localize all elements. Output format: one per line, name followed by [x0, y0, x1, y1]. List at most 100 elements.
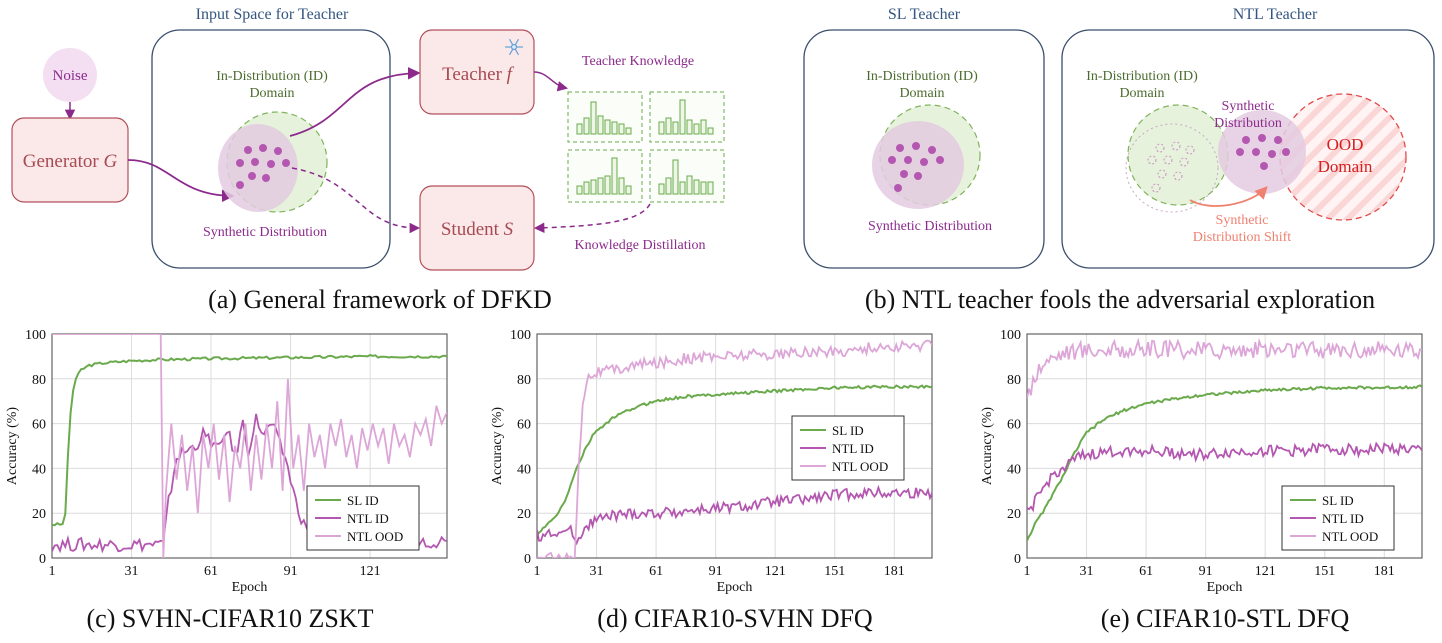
- panel-b-diagram: SL Teacher NTL Teacher In-Distribution (…: [803, 6, 1435, 269]
- y-tick-label: 40: [517, 462, 531, 477]
- chart-d-caption: (d) CIFAR10-SVHN DFQ: [597, 604, 873, 633]
- legend-label: SL ID: [832, 423, 864, 438]
- legend-label: NTL OOD: [832, 459, 888, 474]
- x-tick-label: 31: [590, 564, 604, 579]
- distribution-shift-arrow: [1189, 186, 1268, 207]
- ood-domain-circle: [1279, 93, 1407, 221]
- x-axis-label: Epoch: [717, 580, 753, 595]
- snowflake-icon: [505, 38, 523, 56]
- ntl-prior-synthetic-ghost: [1125, 123, 1219, 213]
- distribution-shift-label: Synthetic Distribution Shift: [1193, 213, 1292, 245]
- teacher-knowledge-label: Teacher Knowledge: [582, 54, 694, 69]
- ntl-id-domain-circle: [1127, 104, 1229, 206]
- chart-cifar10-svhn-dfq: 0 20 40 60 80 100 1 31 61 91 121 151 181 Epoch Accurac…: [490, 328, 933, 595]
- panel-b-caption: (b) NTL teacher fools the adversarial ex…: [864, 285, 1376, 314]
- plot-border: [1026, 333, 1423, 559]
- series-line-ntl-ood: [1027, 337, 1422, 399]
- x-tick-label: 61: [649, 564, 663, 579]
- panel-a-diagram: Input Space for Teacher Noise Generator …: [11, 6, 725, 271]
- student-label: Student S: [441, 219, 514, 240]
- series-line-ntl-id: [1027, 441, 1422, 513]
- y-axis-label: Accuracy (%): [490, 407, 505, 485]
- sl-id-domain-label: In-Distribution (ID) Domain: [866, 69, 978, 101]
- x-tick-label: 151: [824, 564, 845, 579]
- y-tick-label: 0: [1014, 552, 1021, 567]
- y-tick-label: 100: [25, 328, 46, 343]
- legend: SL ID NTL ID NTL OOD: [1281, 485, 1395, 551]
- panel-a-caption: (a) General framework of DFKD: [208, 285, 552, 314]
- ntl-teacher-title: NTL Teacher: [1233, 6, 1318, 23]
- legend-label: SL ID: [1322, 493, 1354, 508]
- chart-cifar10-stl-dfq: 0 20 40 60 80 100 1 31 61 91 121 151 181 Epoch Accurac…: [980, 328, 1423, 595]
- generator-label: Generator G: [23, 151, 118, 172]
- legend-label: NTL ID: [347, 511, 389, 526]
- x-tick-label: 31: [1080, 564, 1094, 579]
- ntl-synthetic-label: Synthetic Distribution: [1214, 99, 1282, 131]
- legend-label: NTL OOD: [347, 529, 403, 544]
- legend: SL ID NTL ID NTL OOD: [791, 415, 905, 481]
- x-axis-label: Epoch: [232, 580, 268, 595]
- y-axis-label: Accuracy (%): [980, 407, 995, 485]
- series-line-sl-id: [52, 354, 447, 527]
- series-line-sl-id: [537, 384, 932, 537]
- y-tick-label: 0: [524, 552, 531, 567]
- y-tick-label: 100: [1000, 328, 1021, 343]
- series-line-ntl-id: [537, 484, 932, 546]
- sl-teacher-title: SL Teacher: [888, 6, 961, 23]
- legend-label: SL ID: [347, 493, 379, 508]
- y-tick-label: 20: [1007, 507, 1021, 522]
- ood-domain-label: OOD Domain: [1318, 135, 1373, 176]
- chart-svhn-cifar10-zskt: 0 20 40 60 80 100 1 31 61 91 121 Epoch Accuracy (%) S…: [5, 328, 448, 595]
- x-tick-label: 1: [534, 564, 541, 579]
- plot-border: [51, 333, 448, 559]
- ntl-id-domain-label: In-Distribution (ID) Domain: [1086, 69, 1198, 101]
- y-tick-label: 60: [1007, 418, 1021, 433]
- y-tick-label: 80: [517, 373, 531, 388]
- synthetic-distribution-label: Synthetic Distribution: [203, 225, 327, 240]
- synthetic-to-teacher-arrow: [289, 66, 421, 137]
- x-tick-label: 1: [49, 564, 56, 579]
- y-tick-label: 20: [32, 507, 46, 522]
- plot-border: [536, 333, 933, 559]
- ntl-synthetic-blob: [1218, 110, 1306, 194]
- ntl-synthetic-samples: [1236, 134, 1290, 170]
- legend-label: NTL OOD: [1322, 529, 1378, 544]
- input-space-title: Input Space for Teacher: [196, 6, 349, 23]
- y-tick-label: 100: [510, 328, 531, 343]
- x-tick-label: 61: [204, 564, 218, 579]
- y-tick-label: 20: [517, 507, 531, 522]
- x-tick-label: 181: [1374, 564, 1395, 579]
- legend-label: NTL ID: [832, 441, 874, 456]
- x-tick-label: 91: [1199, 564, 1213, 579]
- knowledge-histograms: [567, 91, 725, 203]
- noise-label: Noise: [53, 68, 88, 84]
- chart-c-caption: (c) SVHN-CIFAR10 ZSKT: [86, 604, 374, 633]
- y-tick-label: 0: [39, 552, 46, 567]
- x-tick-label: 91: [284, 564, 298, 579]
- legend-label: NTL ID: [1322, 511, 1364, 526]
- x-tick-label: 121: [1255, 564, 1276, 579]
- sl-synthetic-label: Synthetic Distribution: [868, 219, 992, 234]
- x-tick-label: 151: [1314, 564, 1335, 579]
- synthetic-distribution-blob: [218, 124, 298, 212]
- series-line-sl-id: [1027, 384, 1422, 542]
- teacher-to-knowledge-arrow: [533, 71, 569, 92]
- chart-e-caption: (e) CIFAR10-STL DFQ: [1100, 604, 1350, 633]
- y-tick-label: 40: [32, 462, 46, 477]
- x-tick-label: 61: [1139, 564, 1153, 579]
- series-line-ntl-ood: [537, 339, 932, 558]
- generator-to-synthetic-arrow: [127, 159, 235, 203]
- synthetic-to-student-arrow: [291, 167, 421, 234]
- y-tick-label: 40: [1007, 462, 1021, 477]
- y-tick-label: 60: [517, 418, 531, 433]
- noise-node: [43, 48, 97, 102]
- sl-synthetic-samples: [888, 142, 944, 192]
- y-tick-label: 60: [32, 418, 46, 433]
- x-tick-label: 121: [765, 564, 786, 579]
- x-tick-label: 1: [1024, 564, 1031, 579]
- id-domain-label: In-Distribution (ID) Domain: [216, 69, 328, 101]
- series-line-ntl-ood: [52, 334, 447, 558]
- x-tick-label: 121: [360, 564, 381, 579]
- teacher-label: Teacher f: [442, 64, 515, 85]
- legend: SL ID NTL ID NTL OOD: [306, 485, 420, 551]
